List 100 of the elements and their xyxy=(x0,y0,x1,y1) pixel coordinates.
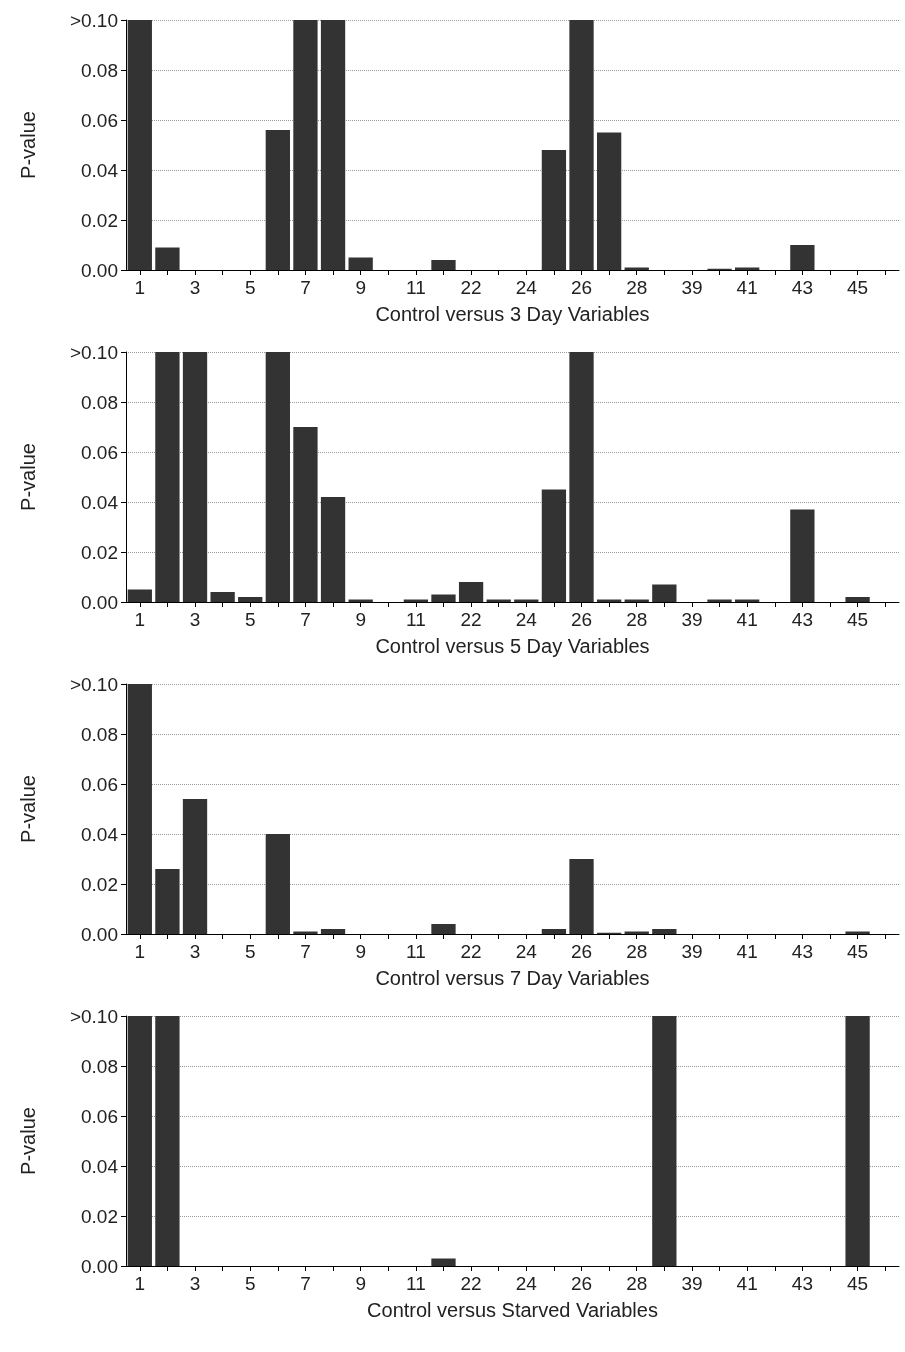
x-tick-label: 9 xyxy=(355,609,366,630)
bar xyxy=(596,132,622,270)
x-tick-label: 43 xyxy=(791,277,813,298)
x-tick-label: 28 xyxy=(626,1273,648,1294)
bar xyxy=(127,589,152,602)
y-tick-label: 0.00 xyxy=(81,591,118,613)
x-axis-title: Control versus 3 Day Variables xyxy=(375,303,650,325)
x-tick-label: 22 xyxy=(460,277,482,298)
x-tick-label: 39 xyxy=(681,941,703,962)
x-tick-label: 5 xyxy=(244,941,256,962)
bar xyxy=(155,247,180,270)
bar xyxy=(652,929,677,934)
bar xyxy=(320,929,346,934)
y-axis-title: P-value xyxy=(17,775,39,843)
x-axis-title: Control versus 7 Day Variables xyxy=(375,967,650,989)
y-tick-label: 0.00 xyxy=(81,923,118,945)
x-tick-label: 1 xyxy=(134,1273,146,1294)
y-tick-label: 0.08 xyxy=(81,723,118,745)
y-tick-label: >0.10 xyxy=(69,341,118,363)
x-tick-label: 5 xyxy=(244,609,256,630)
bar xyxy=(293,20,318,270)
x-tick-label: 43 xyxy=(791,941,813,962)
x-tick-label: 39 xyxy=(681,277,703,298)
x-tick-label: 7 xyxy=(300,1273,311,1294)
y-tick-label: 0.08 xyxy=(81,391,118,413)
x-tick-label: 26 xyxy=(570,277,593,298)
bar xyxy=(652,584,677,602)
x-tick-label: 41 xyxy=(736,941,758,962)
x-tick-label: 5 xyxy=(244,277,256,298)
bar xyxy=(182,799,208,934)
bar xyxy=(155,352,180,602)
y-tick-label: 0.02 xyxy=(81,1205,118,1227)
bar xyxy=(541,150,567,270)
y-tick-label: 0.02 xyxy=(81,541,118,563)
x-tick-label: 11 xyxy=(406,941,426,962)
bar xyxy=(265,834,290,934)
x-tick-label: 45 xyxy=(847,277,869,298)
x-tick-label: 39 xyxy=(681,1273,703,1294)
x-tick-label: 22 xyxy=(460,1273,482,1294)
x-tick-label: 41 xyxy=(736,277,758,298)
y-tick-label: >0.10 xyxy=(69,673,118,695)
bar xyxy=(845,597,870,602)
x-tick-label: 9 xyxy=(355,941,366,962)
y-tick-label: 0.02 xyxy=(81,873,118,895)
bar xyxy=(265,130,290,270)
bar xyxy=(320,497,346,602)
y-axis-title: P-value xyxy=(17,1107,39,1175)
y-tick-label: 0.08 xyxy=(81,1055,118,1077)
bar xyxy=(569,20,594,270)
x-axis-title: Control versus 5 Day Variables xyxy=(375,635,650,657)
x-tick-label: 26 xyxy=(570,609,593,630)
bar xyxy=(182,352,208,602)
y-tick-label: 0.06 xyxy=(81,441,118,463)
x-tick-label: 11 xyxy=(406,609,426,630)
x-tick-label: 41 xyxy=(736,609,758,630)
bar xyxy=(238,597,263,602)
y-tick-label: 0.08 xyxy=(81,59,118,81)
y-tick-label: 0.00 xyxy=(81,1255,118,1277)
bar xyxy=(431,924,456,934)
x-tick-label: 45 xyxy=(847,1273,869,1294)
x-tick-label: 1 xyxy=(134,941,146,962)
x-tick-label: 3 xyxy=(189,609,201,630)
y-tick-label: 0.04 xyxy=(81,491,119,513)
x-tick-label: 24 xyxy=(515,941,538,962)
bar xyxy=(265,352,290,602)
x-tick-label: 43 xyxy=(791,1273,813,1294)
y-axis-title: P-value xyxy=(17,111,39,179)
bar xyxy=(541,489,567,602)
bar xyxy=(541,929,567,934)
x-tick-label: 7 xyxy=(300,941,311,962)
x-tick-label: 28 xyxy=(626,941,648,962)
bar xyxy=(569,859,594,934)
x-tick-label: 9 xyxy=(355,1273,366,1294)
x-tick-label: 9 xyxy=(355,277,366,298)
x-tick-label: 3 xyxy=(189,941,201,962)
bar xyxy=(431,594,456,602)
y-tick-label: 0.06 xyxy=(81,1105,118,1127)
x-tick-label: 26 xyxy=(570,1273,593,1294)
x-tick-label: 22 xyxy=(460,941,482,962)
bar xyxy=(293,427,318,602)
x-tick-label: 24 xyxy=(515,1273,538,1294)
y-tick-label: 0.06 xyxy=(81,109,118,131)
x-tick-label: 28 xyxy=(626,609,648,630)
y-tick-label: 0.02 xyxy=(81,209,118,231)
x-tick-label: 11 xyxy=(406,277,426,298)
x-tick-label: 45 xyxy=(847,941,869,962)
bar xyxy=(458,582,484,602)
x-tick-label: 11 xyxy=(406,1273,426,1294)
x-tick-label: 3 xyxy=(189,277,201,298)
x-tick-label: 3 xyxy=(189,1273,201,1294)
bar xyxy=(320,20,346,270)
y-tick-label: 0.00 xyxy=(81,259,118,281)
y-tick-label: 0.04 xyxy=(81,1155,119,1177)
x-tick-label: 24 xyxy=(515,277,538,298)
x-tick-label: 39 xyxy=(681,609,703,630)
x-tick-label: 28 xyxy=(626,277,648,298)
x-tick-label: 43 xyxy=(791,609,813,630)
y-tick-label: 0.04 xyxy=(81,159,119,181)
bar xyxy=(155,869,180,934)
x-tick-label: 41 xyxy=(736,1273,758,1294)
